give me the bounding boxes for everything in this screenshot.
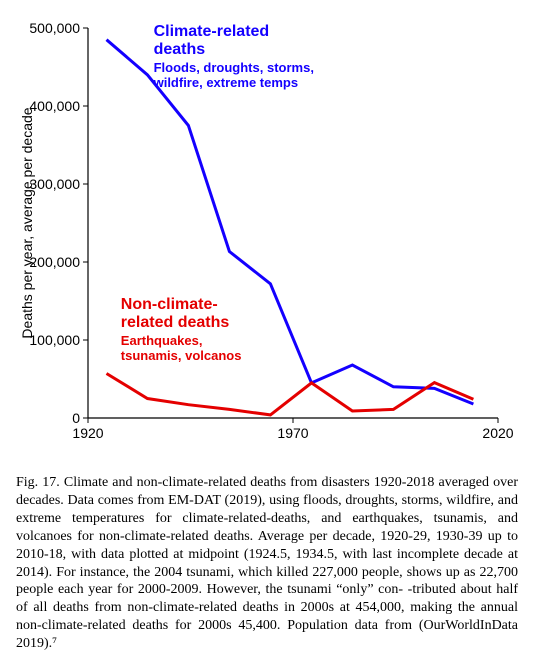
- series-nonclimate-subtitle: Earthquakes,: [121, 333, 203, 348]
- y-tick-label: 0: [72, 410, 80, 426]
- y-tick-label: 200,000: [29, 254, 80, 270]
- y-tick-label: 100,000: [29, 332, 80, 348]
- series-nonclimate-title: Non-climate-: [121, 296, 218, 313]
- series-climate-title: Climate-related: [154, 23, 270, 40]
- y-tick-label: 400,000: [29, 98, 80, 114]
- series-climate-subtitle: Floods, droughts, storms,: [154, 60, 314, 75]
- series-nonclimate-subtitle: tsunamis, volcanos: [121, 348, 242, 363]
- series-climate-title: deaths: [154, 41, 206, 58]
- y-tick-label: 500,000: [29, 20, 80, 36]
- series-nonclimate-title: related deaths: [121, 314, 230, 331]
- x-tick-label: 2020: [482, 425, 513, 441]
- series-climate-subtitle: wildfire, extreme temps: [153, 75, 299, 90]
- chart: 0 100,000 200,000 300,000 400,000 500,000 1920…: [14, 10, 520, 466]
- y-tick-label: 300,000: [29, 176, 80, 192]
- x-tick-label: 1970: [277, 425, 308, 441]
- chart-svg: 0 100,000 200,000 300,000 400,000 500,000 1920…: [14, 10, 520, 466]
- figure-caption: Fig. 17. Climate and non-climate-related…: [14, 474, 520, 653]
- x-tick-label: 1920: [72, 425, 103, 441]
- page: 0 100,000 200,000 300,000 400,000 500,000 1920…: [0, 0, 534, 664]
- y-axis-label: Deaths per year, average per decade: [19, 107, 35, 338]
